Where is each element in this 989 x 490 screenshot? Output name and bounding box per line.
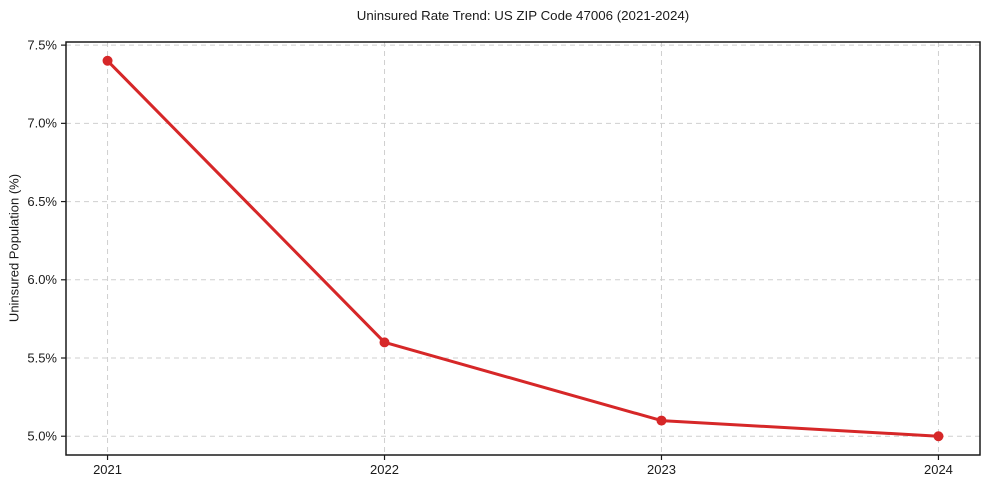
y-axis-label-text: Uninsured Population (%) <box>6 173 22 323</box>
data-point-marker <box>102 55 113 66</box>
y-tick-label: 7.5% <box>27 37 57 52</box>
data-point-marker <box>379 337 390 348</box>
plot-border <box>65 41 981 456</box>
y-tick-label: 6.5% <box>27 194 57 209</box>
y-tick-label: 5.5% <box>27 350 57 365</box>
data-point-marker <box>933 431 944 442</box>
y-tick-label: 6.0% <box>27 272 57 287</box>
data-point-marker <box>656 415 667 426</box>
y-tick-label: 5.0% <box>27 429 57 444</box>
x-tick-label: 2023 <box>647 462 676 477</box>
x-tick-label: 2022 <box>370 462 399 477</box>
trend-line <box>106 59 940 438</box>
x-tick-label: 2021 <box>93 462 122 477</box>
x-tick-label: 2024 <box>924 462 953 477</box>
chart-title: Uninsured Rate Trend: US ZIP Code 47006 … <box>356 8 690 23</box>
y-tick-label: 7.0% <box>27 116 57 131</box>
